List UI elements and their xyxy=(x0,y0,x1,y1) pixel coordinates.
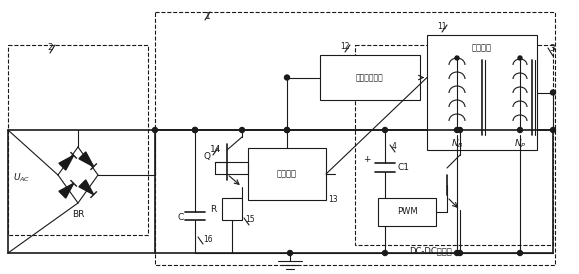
Circle shape xyxy=(455,250,460,255)
Text: $N_B$: $N_B$ xyxy=(450,137,463,150)
Circle shape xyxy=(284,127,290,133)
Text: 整流滤波限幅: 整流滤波限幅 xyxy=(356,73,384,82)
Text: $N_P$: $N_P$ xyxy=(514,137,526,150)
Text: DC-DC变换器: DC-DC变换器 xyxy=(409,246,452,255)
Polygon shape xyxy=(79,180,94,195)
Bar xyxy=(8,45,148,235)
Text: 供电绕组: 供电绕组 xyxy=(472,43,492,52)
Circle shape xyxy=(518,56,522,60)
Circle shape xyxy=(383,127,387,133)
Circle shape xyxy=(288,250,292,255)
Circle shape xyxy=(457,250,463,255)
Text: 1: 1 xyxy=(205,12,211,21)
Polygon shape xyxy=(59,155,74,170)
Circle shape xyxy=(551,127,555,133)
Text: +: + xyxy=(363,156,371,164)
Text: 13: 13 xyxy=(328,195,338,204)
Bar xyxy=(355,45,553,245)
Text: 2: 2 xyxy=(47,43,53,52)
Circle shape xyxy=(192,127,197,133)
Bar xyxy=(378,198,436,226)
Text: 16: 16 xyxy=(203,235,212,244)
Polygon shape xyxy=(59,183,74,198)
Text: BR: BR xyxy=(72,210,84,219)
Circle shape xyxy=(457,127,463,133)
Circle shape xyxy=(152,127,157,133)
Text: 15: 15 xyxy=(245,215,255,224)
Circle shape xyxy=(383,250,387,255)
Text: 11: 11 xyxy=(437,22,446,31)
Text: PWM: PWM xyxy=(397,207,417,216)
Circle shape xyxy=(240,127,244,133)
Text: C1: C1 xyxy=(398,164,410,173)
Polygon shape xyxy=(79,152,94,167)
Circle shape xyxy=(284,127,290,133)
Bar xyxy=(320,55,420,100)
Bar xyxy=(155,12,555,265)
Text: $U_{AC}$: $U_{AC}$ xyxy=(13,172,30,184)
Circle shape xyxy=(455,127,460,133)
Text: 断电流放: 断电流放 xyxy=(277,170,297,178)
Circle shape xyxy=(455,56,459,60)
Bar xyxy=(222,198,242,220)
Text: 3: 3 xyxy=(549,44,555,53)
Circle shape xyxy=(192,127,197,133)
Circle shape xyxy=(518,250,522,255)
Circle shape xyxy=(551,90,555,95)
Text: R: R xyxy=(210,206,216,215)
Circle shape xyxy=(284,75,290,80)
Text: 14: 14 xyxy=(210,145,221,154)
Bar xyxy=(248,148,326,200)
Text: 12: 12 xyxy=(340,42,350,51)
Circle shape xyxy=(518,127,522,133)
Text: Q: Q xyxy=(204,153,211,161)
Bar xyxy=(427,35,537,150)
Text: 4: 4 xyxy=(392,142,397,151)
Text: C: C xyxy=(177,213,183,222)
